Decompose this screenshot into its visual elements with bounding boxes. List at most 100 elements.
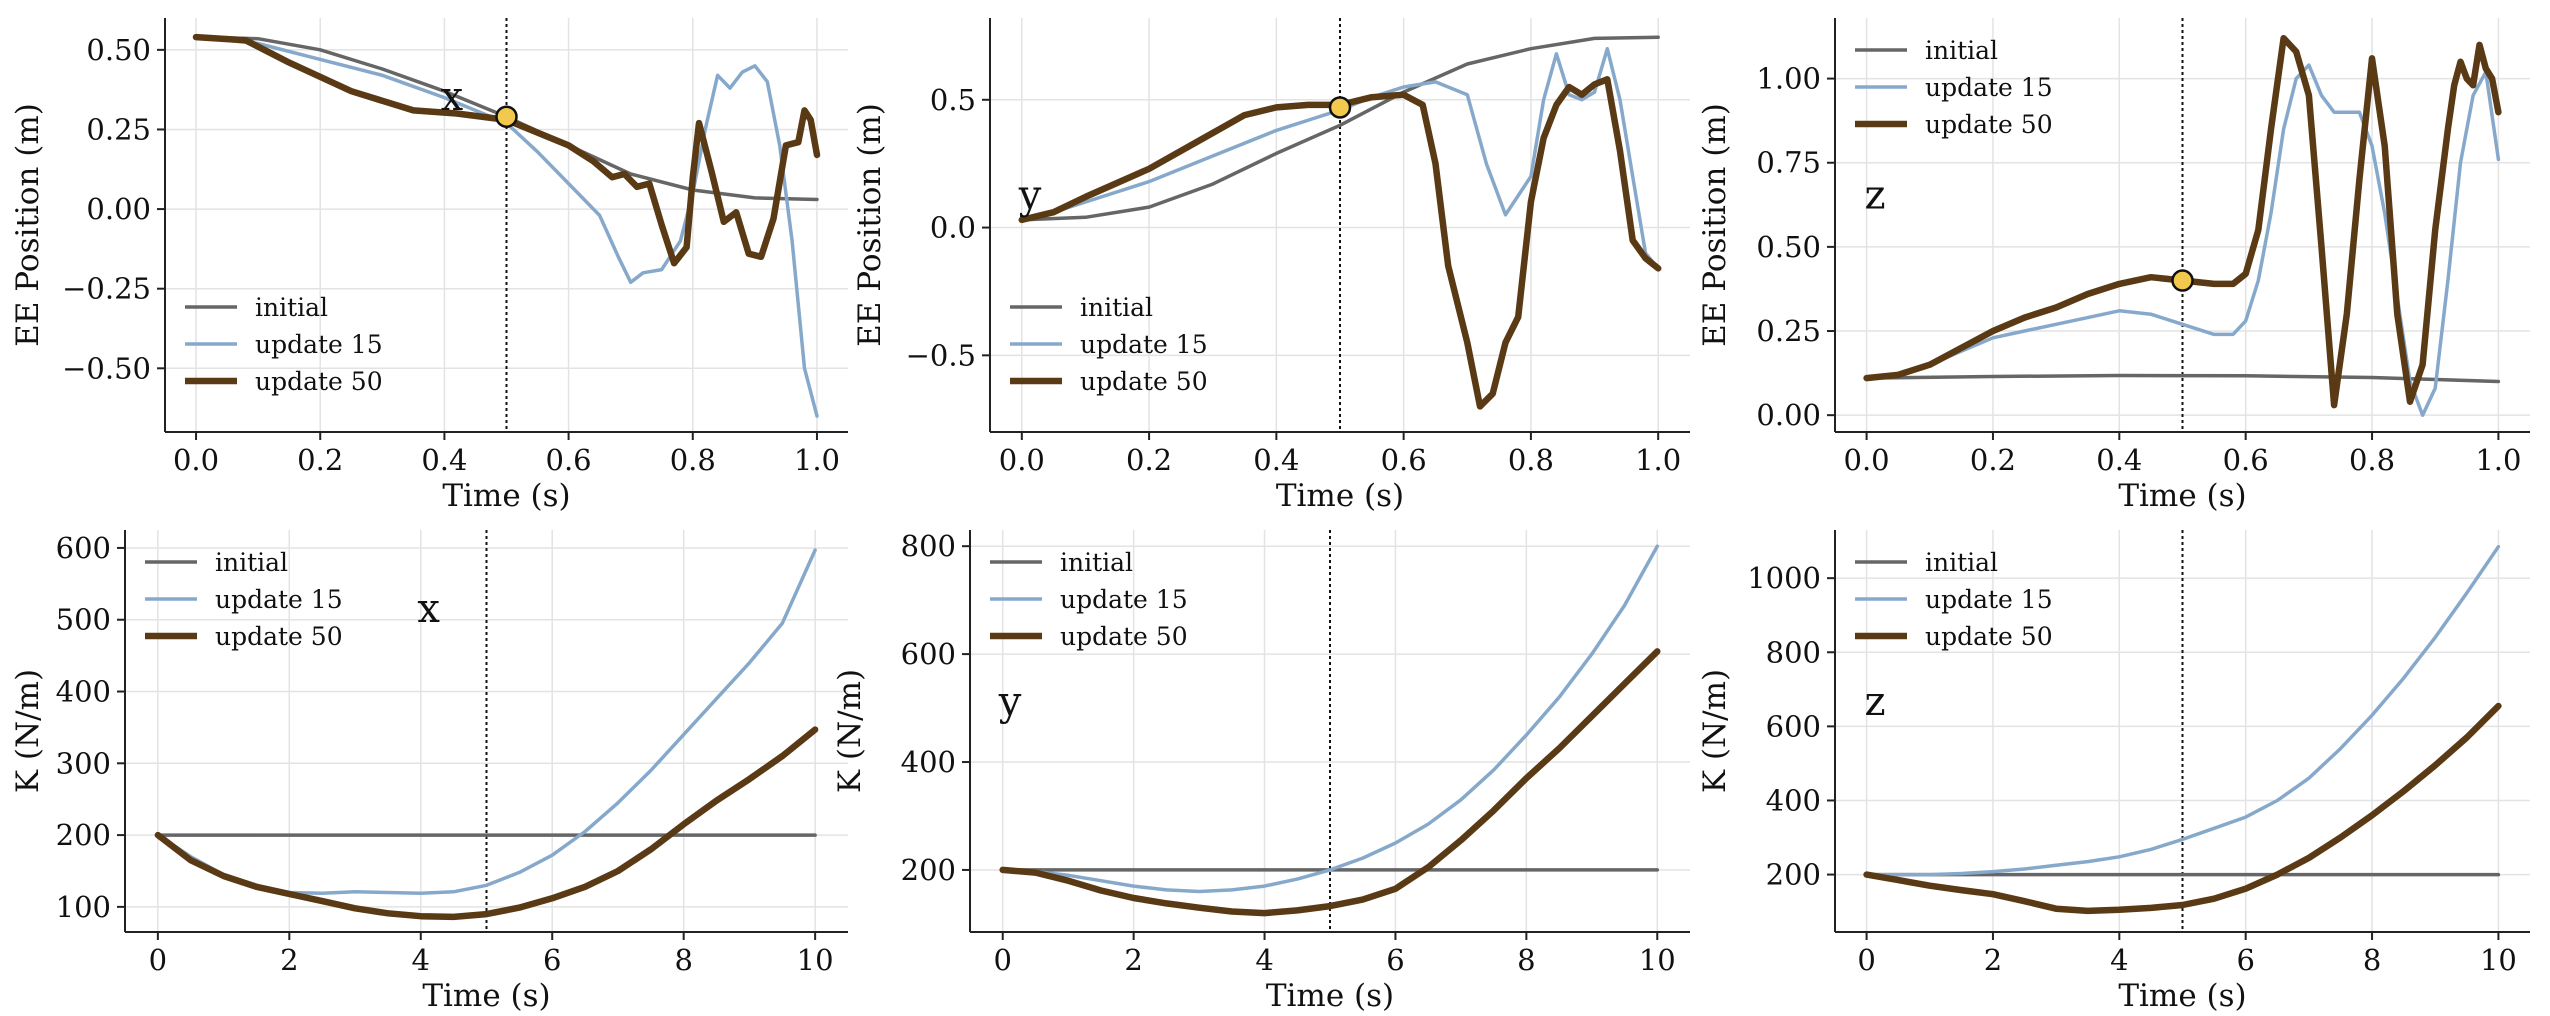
y-axis-label: K (N/m) [10, 669, 46, 793]
y-tick-label: 400 [1766, 783, 1821, 817]
chart-panel-4: 0 2 4 6 8 10 200 400 600 800 Time (s) K (N/m) y initi… [832, 529, 1690, 1014]
y-tick-label: −0.50 [62, 351, 151, 385]
x-tick-label: 8 [674, 943, 692, 977]
series-line-update-50 [192, 33, 821, 267]
series-line-update-15 [1000, 544, 1660, 894]
x-tick-label: 0.0 [999, 443, 1045, 477]
y-tick-label: 0.25 [1756, 314, 1821, 348]
legend-label: update 15 [1925, 73, 2053, 102]
legend-label: update 15 [1925, 585, 2053, 614]
y-tick-label: 400 [56, 675, 111, 709]
x-tick-label: 1.0 [1635, 443, 1681, 477]
series-line-update-15 [1020, 46, 1660, 271]
x-tick-label: 2 [1124, 943, 1142, 977]
x-tick-label: 8 [1517, 943, 1535, 977]
y-tick-label: 0.25 [86, 112, 151, 146]
y-tick-label: 400 [901, 745, 956, 779]
legend-label: update 50 [215, 622, 343, 651]
legend-label: initial [1925, 36, 1998, 65]
x-tick-label: 6 [1386, 943, 1404, 977]
x-tick-label: 0.0 [173, 443, 219, 477]
x-tick-label: 1.0 [2475, 443, 2521, 477]
x-tick-label: 0.2 [1126, 443, 1172, 477]
series-line-update-50 [154, 726, 819, 921]
series-line-update-15 [194, 35, 819, 418]
legend-label: update 50 [255, 367, 383, 396]
x-tick-label: 0.4 [1253, 443, 1299, 477]
x-tick-label: 10 [797, 943, 834, 977]
y-tick-label: 600 [901, 637, 956, 671]
legend-label: update 50 [1925, 110, 2053, 139]
y-axis-label: K (N/m) [832, 669, 868, 793]
panels-group: 0.0 0.2 0.4 0.6 0.8 1.0−0.50−0.250.000.250.50… [10, 18, 2530, 1014]
y-tick-label: 600 [56, 531, 111, 565]
legend-label: update 50 [1060, 622, 1188, 651]
panel-axis-title: x [417, 586, 440, 632]
chart-panel-0: 0.0 0.2 0.4 0.6 0.8 1.0 −0.50 −0.25 0.00 0.25 0.50… [10, 18, 848, 514]
y-tick-label: 800 [1766, 635, 1821, 669]
y-axis-label: EE Position (m) [852, 103, 888, 347]
panel-axis-title: y [998, 679, 1022, 725]
x-tick-label: 2 [280, 943, 298, 977]
x-axis-label: Time (s) [442, 478, 570, 514]
x-axis-label: Time (s) [422, 978, 550, 1014]
y-tick-label: 200 [901, 853, 956, 887]
panel-axis-title: z [1864, 679, 1885, 725]
x-tick-label: 4 [412, 943, 430, 977]
legend-label: initial [215, 548, 288, 577]
y-tick-label: 0.75 [1756, 146, 1821, 180]
y-tick-label: 800 [901, 529, 956, 563]
x-tick-label: 0.4 [2096, 443, 2142, 477]
x-tick-label: 4 [2110, 943, 2128, 977]
y-tick-label: 0.50 [86, 33, 151, 67]
y-axis-label: EE Position (m) [1697, 103, 1733, 347]
x-tick-label: 2 [1984, 943, 2002, 977]
y-tick-label: 0.00 [86, 192, 151, 226]
legend-label: initial [255, 293, 328, 322]
x-tick-label: 0.0 [1844, 443, 1890, 477]
series-line-update-50 [1018, 76, 1662, 410]
chart-panel-1: 0.0 0.2 0.4 0.6 0.8 1.0 −0.5 0.0 0.5 Time (s) EE P… [852, 18, 1690, 514]
chart-panel-3: 0 2 4 6 8 10 100 200 300 400 500 600 Time (s) K (N/m)… [10, 530, 848, 1014]
x-tick-label: 10 [2480, 943, 2517, 977]
x-tick-label: 0.8 [1508, 443, 1554, 477]
x-tick-label: 4 [1255, 943, 1273, 977]
x-axis-label: Time (s) [2118, 478, 2246, 514]
legend-label: update 15 [215, 585, 343, 614]
x-tick-label: 6 [543, 943, 561, 977]
legend-label: update 15 [1060, 585, 1188, 614]
y-tick-label: 600 [1766, 709, 1821, 743]
legend-label: initial [1080, 293, 1153, 322]
x-axis-label: Time (s) [1276, 478, 1404, 514]
current-time-marker [1328, 96, 1352, 119]
x-tick-label: 1.0 [794, 443, 840, 477]
y-axis-label: K (N/m) [1697, 669, 1733, 793]
y-tick-label: 300 [56, 746, 111, 780]
y-tick-label: 200 [1766, 858, 1821, 892]
legend-label: update 50 [1925, 622, 2053, 651]
legend-label: initial [1925, 548, 1998, 577]
panel-axis-title: z [1864, 172, 1885, 218]
series-line-update-15 [1864, 544, 2501, 877]
x-tick-label: 0.6 [2223, 443, 2269, 477]
y-tick-label: 0.0 [930, 211, 976, 245]
legend-label: update 15 [1080, 330, 1208, 359]
x-tick-label: 0 [994, 943, 1012, 977]
x-tick-label: 10 [1639, 943, 1676, 977]
legend-label: update 15 [255, 330, 383, 359]
x-tick-label: 0 [1857, 943, 1875, 977]
x-tick-label: 0.8 [2349, 443, 2395, 477]
y-axis-label: EE Position (m) [10, 103, 46, 347]
series-line-update-15 [1864, 63, 2501, 417]
y-tick-label: 1000 [1747, 561, 1821, 595]
y-tick-label: −0.25 [62, 272, 151, 306]
panel-axis-title: x [441, 74, 464, 120]
series-line-update-50 [999, 648, 1661, 917]
x-tick-label: 0.6 [546, 443, 592, 477]
y-tick-label: 0.5 [930, 83, 976, 117]
x-tick-label: 0.4 [421, 443, 467, 477]
x-tick-label: 0.2 [1970, 443, 2016, 477]
x-tick-label: 0.2 [297, 443, 343, 477]
